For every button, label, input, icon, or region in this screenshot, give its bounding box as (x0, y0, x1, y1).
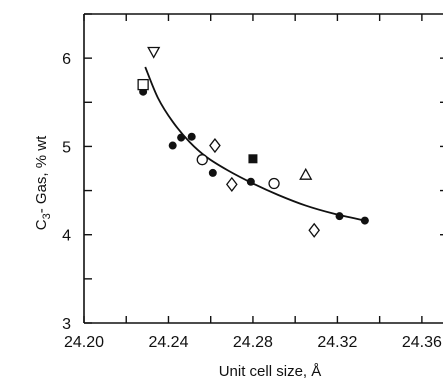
fit-curve-line (144, 66, 366, 222)
x-tick-label: 24.32 (317, 334, 357, 351)
axes (83, 13, 443, 324)
data-point-open-triangle-up (299, 167, 313, 180)
ticks: 24.20 24.24 24.28 24.32 24.36 3 4 5 6 (62, 13, 443, 351)
data-point-filled-square (248, 154, 258, 164)
data-point-filled-circle (187, 132, 196, 141)
data-point-filled-circle (168, 141, 177, 150)
y-axis-title-subscript: 3 (41, 213, 53, 219)
data-point-open-diamond (209, 137, 221, 154)
x-axis-title: Unit cell size, Å (219, 363, 322, 380)
data-point-filled-circle (360, 216, 369, 225)
data-point-filled-circle (246, 177, 255, 186)
data-point-filled-circle (208, 168, 217, 177)
x-tick-label: 24.20 (64, 334, 104, 351)
y-tick-label: 5 (62, 139, 71, 156)
data-point-filled-circle (335, 212, 344, 221)
data-points-layer (137, 46, 369, 238)
data-point-open-square (137, 78, 149, 91)
data-point-filled-circle (177, 133, 186, 142)
data-point-open-triangle-down (147, 46, 161, 59)
y-axis-title-main: C (33, 219, 50, 230)
data-point-open-circle (196, 154, 208, 166)
y-tick-label: 6 (62, 51, 71, 68)
y-axis-title-rest: - Gas, % wt (33, 135, 50, 213)
y-tick-label: 3 (62, 316, 71, 333)
y-axis-title: C3- Gas, % wt (33, 135, 53, 230)
x-tick-label: 24.24 (148, 334, 188, 351)
x-tick-label: 24.36 (402, 334, 442, 351)
fit-curve-layer (144, 66, 366, 222)
data-point-open-diamond (308, 222, 321, 238)
data-point-open-circle (268, 177, 280, 190)
y-tick-label: 4 (62, 228, 71, 245)
data-point-open-diamond (226, 176, 238, 192)
x-tick-label: 24.28 (233, 334, 273, 351)
